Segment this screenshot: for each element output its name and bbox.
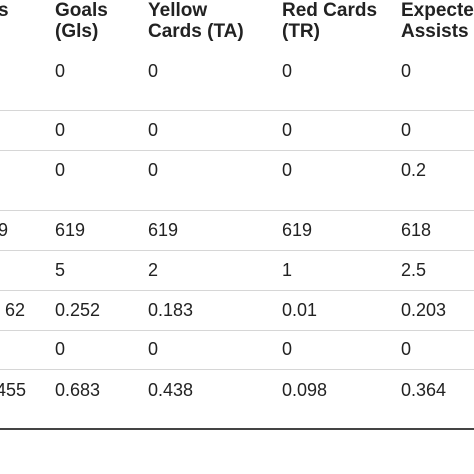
table-cell: 0.098 bbox=[282, 380, 328, 400]
table-cell: 0.683 bbox=[55, 380, 101, 400]
table-cell: 0 bbox=[148, 61, 159, 81]
header-cell-partial: s bbox=[0, 0, 9, 21]
table-cell: 0.364 bbox=[401, 380, 447, 400]
header-cell-expected-assists: Expected Assists (x bbox=[401, 0, 474, 42]
table-cell: 455 bbox=[0, 380, 27, 400]
header-line2: Assists (x bbox=[401, 21, 474, 42]
header-line1: Yellow bbox=[148, 0, 208, 21]
header-line1: Red Cards bbox=[282, 0, 378, 21]
table-cell: 0 bbox=[282, 61, 293, 81]
header-line2: (Gls) bbox=[55, 21, 99, 42]
table-cell: 618 bbox=[401, 220, 432, 240]
row-divider bbox=[0, 369, 474, 370]
table-cell: 0 bbox=[401, 339, 412, 359]
row-divider bbox=[0, 210, 474, 211]
table-cell: 0 bbox=[401, 61, 412, 81]
table-cell: 0 bbox=[55, 160, 66, 180]
table-cell: 0 bbox=[55, 120, 66, 140]
table-cell: 5 bbox=[55, 260, 66, 280]
header-line1: Expected bbox=[401, 0, 474, 21]
row-divider bbox=[0, 110, 474, 111]
row-divider bbox=[0, 290, 474, 291]
header-cell-red-cards: Red Cards (TR) bbox=[282, 0, 377, 42]
table-cell: 0 bbox=[282, 160, 293, 180]
header-cell-goals: Goals (Gls) bbox=[55, 0, 108, 42]
table-cell: 0.203 bbox=[401, 300, 447, 320]
table-cell: 0 bbox=[282, 339, 293, 359]
table-cell: 0 bbox=[55, 339, 66, 359]
header-line1: s bbox=[0, 0, 9, 21]
table-cell: 0 bbox=[148, 160, 159, 180]
table-cell: 0 bbox=[282, 120, 293, 140]
table-cell: 0 bbox=[55, 61, 66, 81]
table-cell: 0.01 bbox=[282, 300, 318, 320]
row-divider bbox=[0, 330, 474, 331]
table-cell: 0.252 bbox=[55, 300, 101, 320]
header-line1: Goals bbox=[55, 0, 108, 21]
table-cell: 2.5 bbox=[401, 260, 427, 280]
table-cell: 0.438 bbox=[148, 380, 194, 400]
table-cell: 619 bbox=[55, 220, 86, 240]
table-bottom-border bbox=[0, 428, 474, 430]
table-cell: 0 bbox=[148, 339, 159, 359]
table-cell: 2 bbox=[148, 260, 159, 280]
table-cell: 1 bbox=[282, 260, 293, 280]
table-cell: 0.2 bbox=[401, 160, 427, 180]
header-line2: Cards (TA) bbox=[148, 21, 244, 42]
table-cell: 619 bbox=[282, 220, 313, 240]
row-divider bbox=[0, 250, 474, 251]
table-cell: 619 bbox=[148, 220, 179, 240]
table-cell: 0.183 bbox=[148, 300, 194, 320]
table-cell: 62 bbox=[5, 300, 26, 320]
row-divider bbox=[0, 150, 474, 151]
header-cell-yellow-cards: Yellow Cards (TA) bbox=[148, 0, 244, 42]
table-cell: 0 bbox=[148, 120, 159, 140]
header-line2: (TR) bbox=[282, 21, 320, 42]
table-cell: 9 bbox=[0, 220, 9, 240]
table-cell: 0 bbox=[401, 120, 412, 140]
